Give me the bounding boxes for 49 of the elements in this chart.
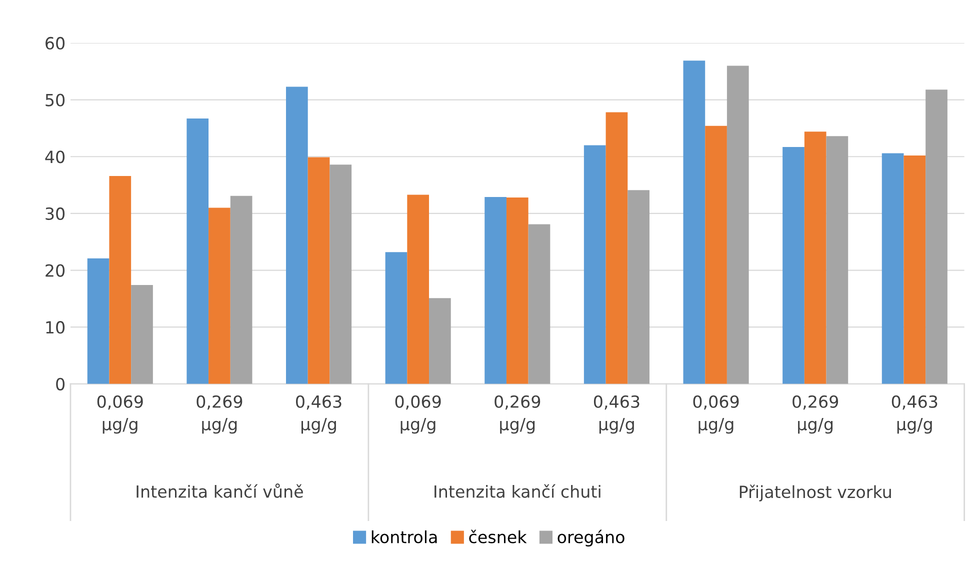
x-tick-label: 0,069 µg/g	[693, 395, 739, 434]
bar	[330, 164, 352, 384]
bar	[484, 196, 506, 384]
bar	[131, 285, 153, 384]
bar	[230, 196, 252, 384]
bar	[186, 118, 209, 384]
legend-label: kontrola	[372, 530, 437, 544]
y-tick-label: 60	[46, 36, 65, 50]
x-tick-label: 0,069 µg/g	[97, 395, 143, 434]
x-tick-label: 0,463 µg/g	[892, 395, 938, 434]
legend-label: oregáno	[558, 530, 624, 547]
bar	[429, 298, 451, 384]
bar	[926, 90, 948, 384]
x-tick-label: 0,269 µg/g	[196, 395, 242, 434]
x-tick-label: 0,463 µg/g	[296, 395, 342, 434]
bar	[87, 258, 110, 384]
y-tick-label: 30	[46, 207, 65, 220]
bar	[705, 126, 727, 384]
bar	[782, 146, 804, 384]
bar	[804, 132, 826, 384]
x-tick-label: 0,269 µg/g	[792, 395, 838, 434]
text: Intenzita kančí chuti	[434, 484, 600, 498]
bar	[826, 136, 848, 384]
bar	[683, 60, 706, 384]
bar	[882, 153, 904, 384]
bar	[506, 198, 528, 384]
x-tick-label: 0,463 µg/g	[594, 395, 640, 434]
bar	[726, 66, 749, 384]
bar	[109, 176, 132, 384]
legend-label: česnek	[469, 530, 527, 544]
bar	[904, 155, 926, 384]
x-tick-label: 0,069 µg/g	[395, 395, 441, 434]
bar	[208, 208, 230, 384]
bar	[385, 252, 408, 384]
y-tick-label: 10	[46, 321, 65, 334]
bar	[584, 145, 606, 384]
x-tick-label: 0,269 µg/g	[494, 395, 540, 434]
bar	[628, 190, 650, 384]
bar	[606, 112, 628, 384]
bar	[286, 86, 308, 384]
bar	[308, 157, 330, 384]
text: Intenzita kančí vůně	[136, 483, 303, 498]
y-tick-label: 0	[56, 378, 65, 390]
y-tick-label: 40	[45, 150, 65, 164]
y-tick-label: 50	[46, 94, 65, 106]
y-tick-label: 20	[46, 264, 65, 277]
bar	[407, 194, 430, 384]
bar	[528, 224, 550, 384]
text: Přijatelnost vzorku	[740, 484, 891, 502]
